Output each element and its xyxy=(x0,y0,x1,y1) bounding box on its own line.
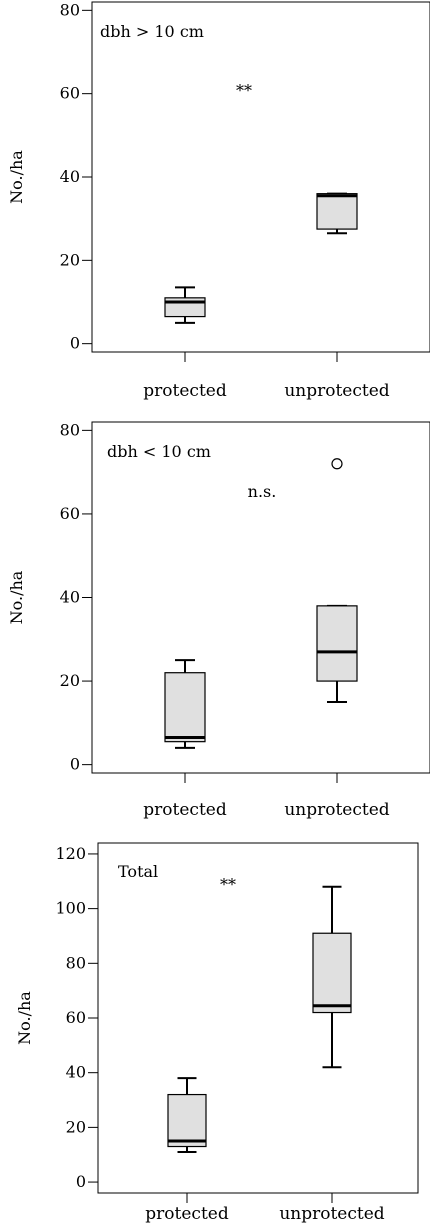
box-protected xyxy=(167,1077,207,1153)
outlier-point xyxy=(331,458,343,470)
y-axis-label: No./ha xyxy=(7,150,26,204)
iqr-box xyxy=(167,1093,207,1148)
y-tick-label: 40 xyxy=(60,588,80,607)
box-protected xyxy=(164,286,206,324)
y-tick-label: 60 xyxy=(60,84,80,103)
x-tick-label-protected: protected xyxy=(143,381,227,401)
y-tick-label: 60 xyxy=(66,1008,86,1027)
box-protected xyxy=(164,659,206,749)
iqr-box xyxy=(316,193,358,230)
y-tick-label: 40 xyxy=(66,1063,86,1082)
y-axis-label: No./ha xyxy=(15,991,34,1045)
y-tick-label: 0 xyxy=(70,755,80,774)
y-tick-label: 80 xyxy=(66,953,86,972)
chart-panel-3: 0 20 40 60 80 100 120 No./ha protected unprotecte… xyxy=(15,842,419,1224)
box-unprotected xyxy=(316,458,358,703)
x-tick-label-unprotected: unprotected xyxy=(284,381,389,401)
y-tick-label: 60 xyxy=(60,504,80,523)
iqr-box xyxy=(164,672,206,743)
x-tick-label-unprotected: unprotected xyxy=(279,1204,384,1224)
y-tick-label: 0 xyxy=(76,1172,86,1191)
x-tick-label-protected: protected xyxy=(145,1204,229,1224)
panel-label: Total xyxy=(118,862,158,881)
y-axis-label: No./ha xyxy=(7,570,26,624)
significance-label: n.s. xyxy=(248,482,277,501)
panel-label: dbh < 10 cm xyxy=(107,442,211,461)
significance-label: ** xyxy=(236,81,252,100)
y-tick-label: 20 xyxy=(60,671,80,690)
y-tick-label: 80 xyxy=(60,0,80,19)
x-tick-label-protected: protected xyxy=(143,800,227,820)
plot-frame xyxy=(97,842,419,1194)
y-tick-label: 40 xyxy=(60,167,80,186)
y-tick-label: 0 xyxy=(70,334,80,353)
chart-panel-1: 0 20 40 60 80 No./ha protected unprotected dbh >… xyxy=(7,0,430,401)
y-tick-label: 120 xyxy=(55,844,86,863)
iqr-box xyxy=(316,605,358,682)
chart-panel-2: 0 20 40 60 80 No./ha protected unprotected dbh <… xyxy=(7,420,430,820)
panel-label: dbh > 10 cm xyxy=(100,22,204,41)
plot-frame xyxy=(91,421,430,774)
y-tick-label: 100 xyxy=(55,899,86,918)
box-unprotected xyxy=(316,192,358,235)
y-tick-label: 80 xyxy=(60,420,80,439)
y-tick-label: 20 xyxy=(66,1117,86,1136)
box-unprotected xyxy=(312,885,352,1069)
iqr-box xyxy=(312,932,352,1014)
plot-frame xyxy=(91,1,430,353)
significance-label: ** xyxy=(220,875,236,894)
y-tick-label: 20 xyxy=(60,250,80,269)
x-tick-label-unprotected: unprotected xyxy=(284,800,389,820)
